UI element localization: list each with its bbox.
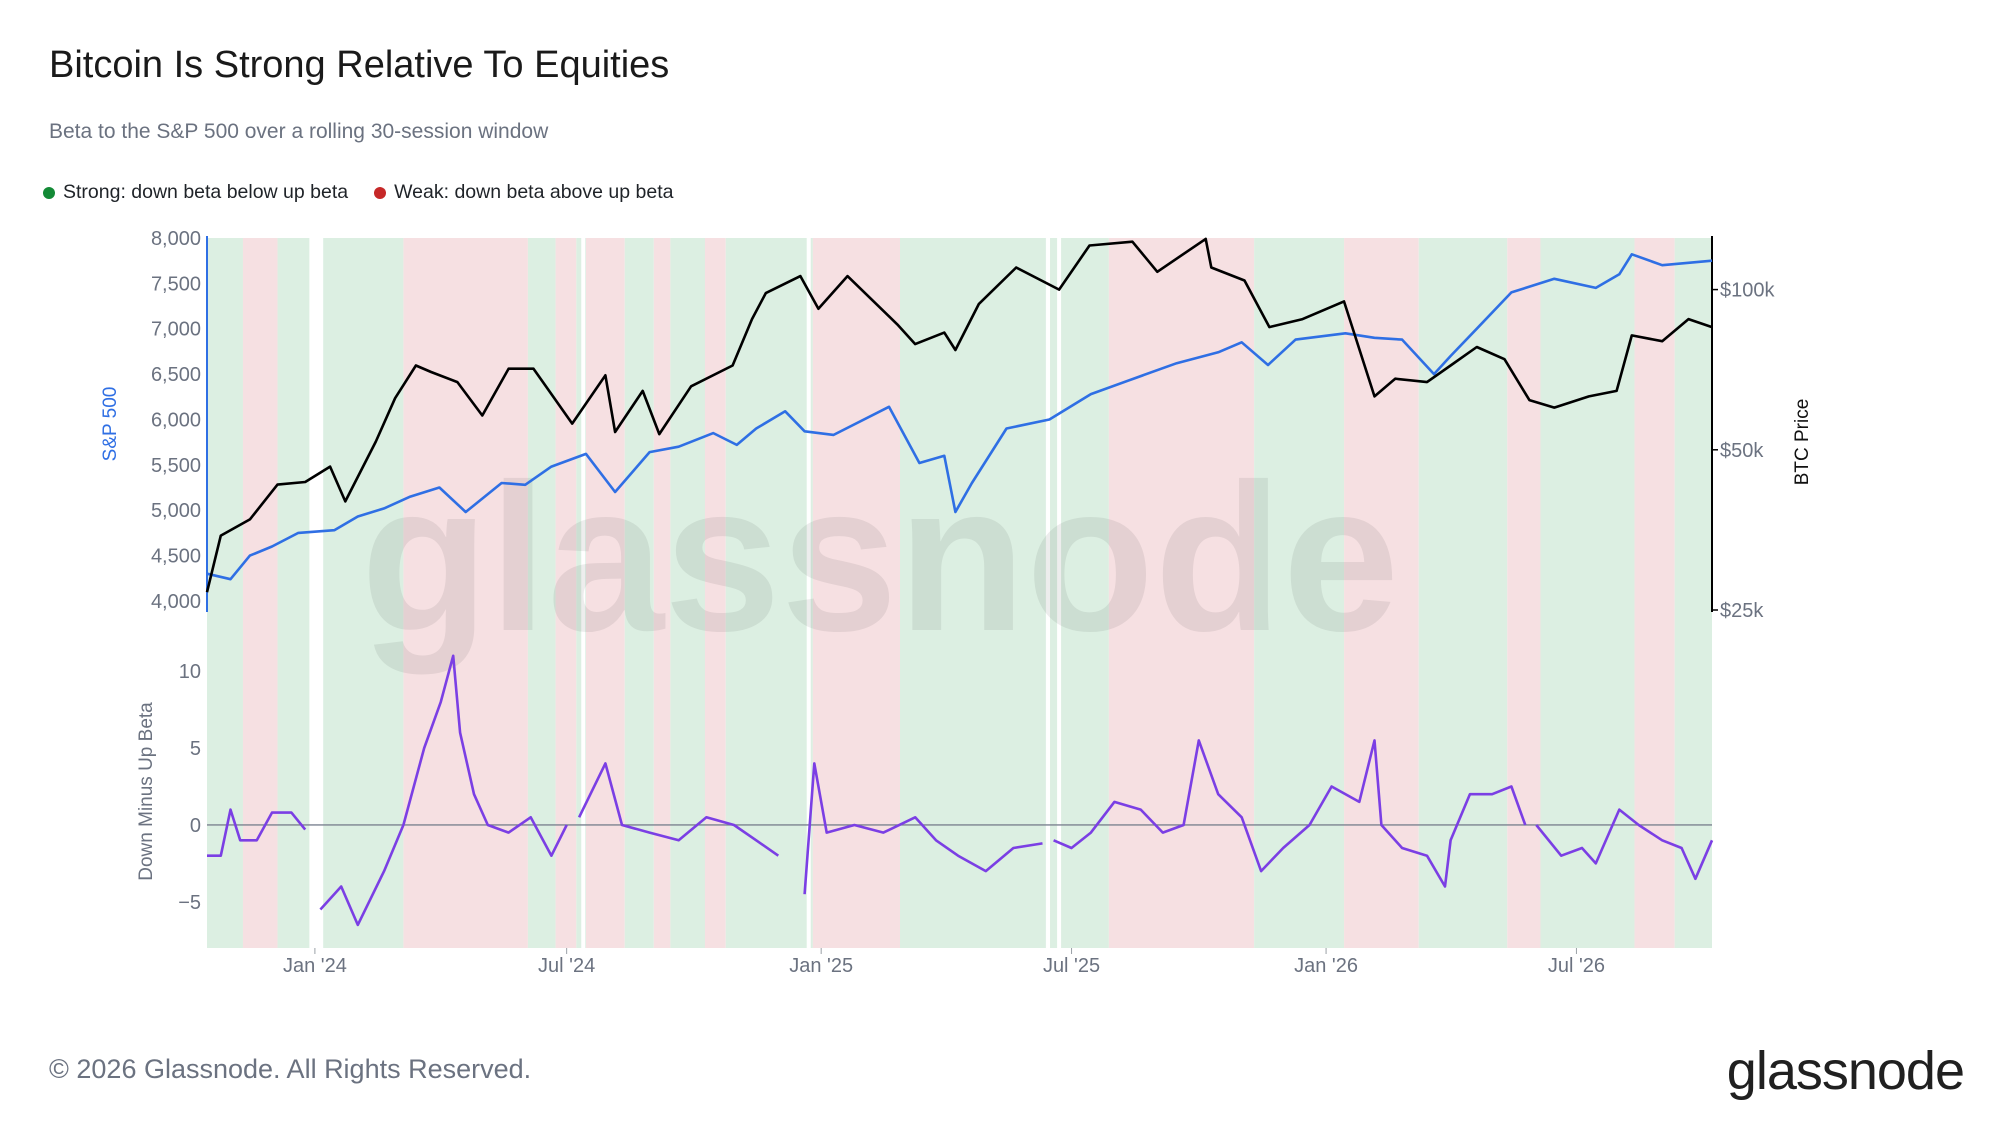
regime-band-weak bbox=[242, 238, 278, 948]
regime-band-weak bbox=[403, 238, 528, 948]
regime-band-strong bbox=[527, 238, 556, 948]
btc-line bbox=[205, 237, 1713, 593]
beta-tick-label: 10 bbox=[179, 661, 201, 683]
legend-weak-label: Weak: down beta above up beta bbox=[394, 181, 674, 203]
spx-tick-label: 8,000 bbox=[151, 228, 201, 250]
x-tick-label: Jan '24 bbox=[283, 955, 347, 977]
legend-item-strong[interactable]: Strong: down beta below up beta bbox=[43, 181, 348, 204]
regime-band-weak bbox=[586, 238, 625, 948]
spx-tick-label: 7,000 bbox=[151, 319, 201, 341]
regime-band-weak bbox=[653, 238, 671, 948]
regime-gap bbox=[581, 238, 586, 948]
beta-line-segment bbox=[319, 654, 568, 927]
legend: Strong: down beta below up beta Weak: do… bbox=[43, 181, 673, 204]
btc-axis-label: BTC Price bbox=[1792, 399, 1813, 486]
beta-axis-label: Down Minus Up Beta bbox=[136, 702, 157, 881]
spx-line bbox=[206, 253, 1713, 581]
regime-band-strong bbox=[576, 238, 587, 948]
x-tick-label: Jul '24 bbox=[538, 955, 595, 977]
beta-line-segment bbox=[1535, 808, 1714, 881]
regime-gap bbox=[317, 238, 322, 948]
spx-tick-label: 4,500 bbox=[151, 546, 201, 568]
beta-line-segment bbox=[1053, 739, 1527, 888]
legend-item-weak[interactable]: Weak: down beta above up beta bbox=[374, 181, 673, 204]
btc-tick-label: $50k bbox=[1720, 440, 1764, 462]
regime-band-strong bbox=[277, 238, 310, 948]
spx-tick-label: 7,500 bbox=[151, 273, 201, 295]
regime-band-strong bbox=[900, 238, 1046, 948]
btc-tick-label: $25k bbox=[1720, 600, 1764, 622]
regime-band-strong bbox=[1254, 238, 1345, 948]
spx-tick-label: 5,000 bbox=[151, 500, 201, 522]
beta-line-segment bbox=[577, 762, 780, 857]
beta-tick-label: 5 bbox=[190, 738, 201, 760]
weak-dot-icon bbox=[374, 186, 387, 199]
regime-band-strong bbox=[670, 238, 705, 948]
regime-gap bbox=[1057, 238, 1062, 948]
regime-band-strong bbox=[1674, 238, 1712, 948]
regime-band-weak bbox=[1344, 238, 1419, 948]
regime-band-weak bbox=[1108, 238, 1255, 948]
beta-chart: glassnode 8,000 7,500 7,000 6,500 6,000 5,500… bbox=[100, 228, 1813, 977]
regime-band-weak bbox=[1507, 238, 1541, 948]
beta-line-segment bbox=[803, 762, 1043, 895]
x-tick-label: Jan '25 bbox=[789, 955, 853, 977]
regime-band-weak bbox=[555, 238, 577, 948]
beta-tick-label: −5 bbox=[178, 892, 201, 914]
beta-tick-label: 0 bbox=[190, 815, 201, 837]
copyright-text: © 2026 Glassnode. All Rights Reserved. bbox=[49, 1054, 532, 1084]
regime-bands bbox=[207, 238, 1712, 948]
glassnode-logo[interactable]: glassnode bbox=[1726, 1041, 1965, 1101]
chart-title: Bitcoin Is Strong Relative To Equities bbox=[49, 44, 670, 86]
spx-axis-label: S&P 500 bbox=[100, 387, 121, 462]
regime-gap bbox=[1046, 238, 1051, 948]
regime-band-strong bbox=[1540, 238, 1635, 948]
axes: 8,000 7,500 7,000 6,500 6,000 5,500 5,000 4,500… bbox=[100, 228, 1813, 977]
legend-strong-label: Strong: down beta below up beta bbox=[63, 181, 349, 203]
strong-dot-icon bbox=[43, 186, 55, 199]
spx-tick-label: 6,500 bbox=[151, 364, 201, 386]
regime-band-strong bbox=[1057, 238, 1109, 948]
spx-tick-label: 6,000 bbox=[151, 409, 201, 431]
series-lines bbox=[205, 237, 1714, 927]
beta-line-segment bbox=[207, 808, 307, 857]
spx-tick-label: 4,000 bbox=[151, 591, 201, 613]
x-tick-label: Jul '26 bbox=[1548, 955, 1605, 977]
btc-tick-label: $100k bbox=[1720, 280, 1775, 302]
regime-gap bbox=[311, 238, 316, 948]
watermark: glassnode bbox=[361, 440, 1400, 675]
x-tick-label: Jul '25 bbox=[1043, 955, 1100, 977]
regime-gap bbox=[806, 238, 811, 948]
regime-band-weak bbox=[704, 238, 726, 948]
regime-band-weak bbox=[1634, 238, 1675, 948]
regime-band-strong bbox=[323, 238, 404, 948]
x-tick-label: Jan '26 bbox=[1294, 955, 1358, 977]
chart-subtitle: Beta to the S&P 500 over a rolling 30-se… bbox=[49, 120, 549, 143]
spx-tick-label: 5,500 bbox=[151, 455, 201, 477]
